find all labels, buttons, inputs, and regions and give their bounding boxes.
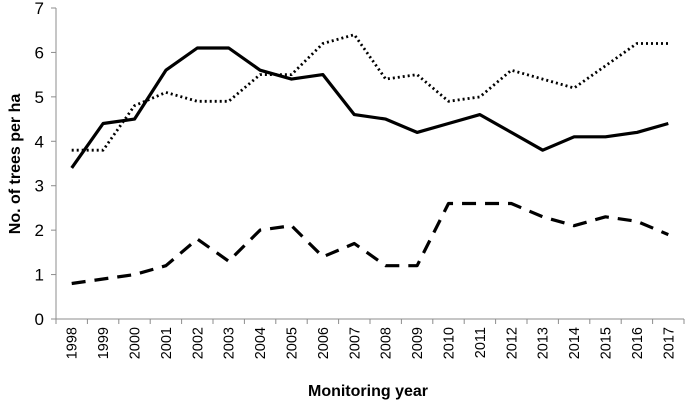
x-tick-label: 2014 <box>567 327 583 359</box>
x-tick-label: 1999 <box>96 327 112 359</box>
x-tick-label: 2010 <box>442 327 458 359</box>
x-tick-label: 2004 <box>253 327 269 359</box>
x-tick-label: 2015 <box>599 327 615 359</box>
y-tick-label: 7 <box>35 0 44 18</box>
x-tick-label: 2012 <box>504 327 520 359</box>
x-tick-label: 2002 <box>190 327 206 359</box>
y-tick-label: 1 <box>35 266 44 285</box>
x-tick-label: 2006 <box>316 327 332 359</box>
x-tick-label: 2007 <box>347 327 363 359</box>
y-tick-label: 4 <box>35 132 44 151</box>
y-tick-label: 5 <box>35 88 44 107</box>
x-tick-label: 2003 <box>222 327 238 359</box>
x-tick-label: 2017 <box>661 327 677 359</box>
chart-axes <box>55 8 684 320</box>
x-tick-label: 2005 <box>285 327 301 359</box>
x-tick-label: 2009 <box>410 327 426 359</box>
x-tick-label: 2008 <box>379 327 395 359</box>
y-axis-title: No. of trees per ha <box>7 94 24 235</box>
series-line-dotted <box>71 33 669 152</box>
series-line-dashed <box>71 201 669 286</box>
series-lines <box>70 33 669 286</box>
x-tick-label: 2000 <box>128 327 144 359</box>
y-axis-ticks: 0 1 2 3 4 5 6 7 <box>35 0 56 329</box>
y-tick-label: 3 <box>35 177 44 196</box>
series-line-solid <box>70 46 669 169</box>
x-tick-label: 2016 <box>630 327 646 359</box>
y-tick-label: 6 <box>35 43 44 62</box>
x-axis-ticks: 1998 1999 2000 2001 2002 2003 2004 2005 2006 2007… <box>55 319 685 359</box>
x-axis-title: Monitoring year <box>308 383 428 400</box>
y-tick-label: 0 <box>35 310 44 329</box>
x-tick-label: 2013 <box>536 327 552 359</box>
y-tick-label: 2 <box>35 221 44 240</box>
x-tick-label: 2011 <box>473 327 489 358</box>
x-tick-label: 2001 <box>159 327 175 359</box>
x-tick-label: 1998 <box>65 327 81 359</box>
